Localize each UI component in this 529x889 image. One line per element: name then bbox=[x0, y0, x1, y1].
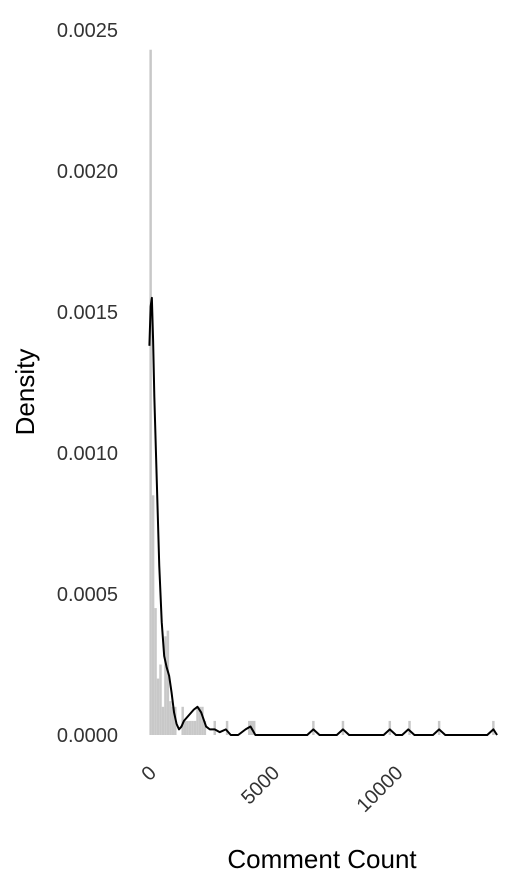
histogram-bar bbox=[154, 608, 157, 735]
histogram-bar bbox=[171, 706, 175, 735]
histogram-bar bbox=[492, 720, 495, 735]
y-tick-label: 0.0020 bbox=[57, 161, 118, 183]
histogram-bar bbox=[203, 720, 207, 735]
histogram-bar bbox=[196, 706, 199, 735]
histogram-bar bbox=[156, 678, 160, 735]
y-axis-title: Density bbox=[10, 349, 40, 436]
histogram-bars bbox=[149, 49, 495, 736]
x-tick-label: 10000 bbox=[353, 762, 408, 817]
y-axis-ticks: 0.0000 0.0005 0.0010 0.0015 0.0020 0.0025 bbox=[57, 20, 118, 747]
histogram-bar bbox=[198, 706, 202, 735]
y-tick-label: 0.0015 bbox=[57, 302, 118, 324]
x-axis-title: Comment Count bbox=[227, 844, 417, 874]
histogram-bar bbox=[193, 720, 197, 735]
histogram-bar bbox=[169, 701, 172, 735]
histogram-bar bbox=[181, 706, 184, 735]
histogram-bar bbox=[183, 720, 187, 735]
histogram-bar bbox=[213, 720, 216, 735]
y-tick-label: 0.0005 bbox=[57, 584, 118, 606]
histogram-bar bbox=[201, 706, 204, 735]
histogram-bar bbox=[149, 49, 152, 736]
density-curve bbox=[148, 296, 498, 736]
histogram-bar bbox=[186, 720, 189, 735]
y-tick-label: 0.0025 bbox=[57, 20, 118, 42]
x-tick-label: 0 bbox=[138, 762, 161, 785]
histogram-bar bbox=[388, 720, 392, 735]
y-tick-label: 0.0010 bbox=[57, 443, 118, 465]
histogram-bar bbox=[312, 720, 315, 735]
histogram-bar bbox=[341, 720, 345, 735]
x-axis-ticks: 0 5000 10000 bbox=[138, 762, 408, 817]
histogram-bar bbox=[408, 720, 411, 735]
x-tick-label: 5000 bbox=[237, 762, 284, 809]
histogram-bar bbox=[188, 720, 192, 735]
y-tick-label: 0.0000 bbox=[57, 725, 118, 747]
histogram-bar bbox=[161, 706, 165, 735]
histogram-bar bbox=[437, 720, 441, 735]
histogram-bar bbox=[166, 630, 170, 735]
histogram-bar bbox=[164, 636, 167, 735]
histogram-bar bbox=[151, 495, 155, 735]
histogram-bar bbox=[191, 720, 194, 735]
histogram-bar bbox=[225, 720, 229, 735]
histogram-bar bbox=[159, 664, 162, 735]
